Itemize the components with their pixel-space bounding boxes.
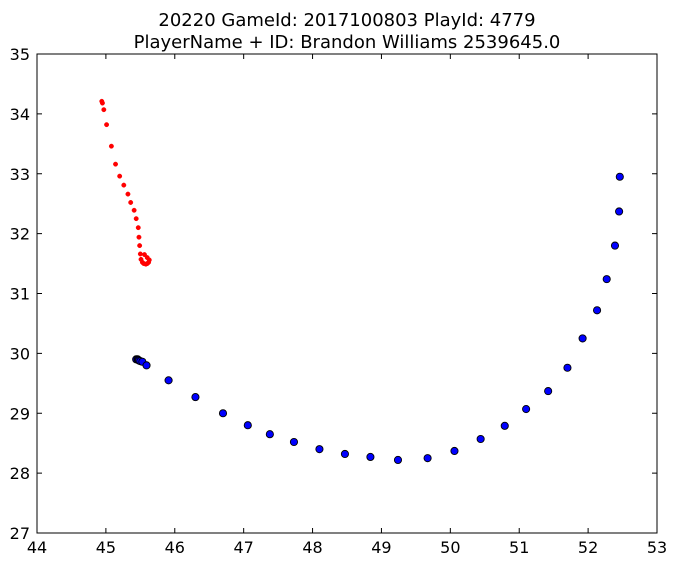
blue-data-point: [563, 363, 572, 372]
blue-data-point: [315, 445, 324, 454]
y-tick-label: 35: [10, 45, 30, 64]
tick-labels: 44 45 46 47 48 49 50 51 52 53 27 28 29 30 31 32 33 34 35: [10, 45, 668, 557]
y-tick-label: 30: [10, 344, 30, 363]
red-data-point: [135, 225, 141, 231]
blue-data-point: [610, 241, 620, 250]
plot-area: [37, 54, 657, 533]
blue-data-point: [602, 275, 611, 284]
red-data-point: [125, 191, 131, 197]
blue-data-point: [340, 449, 349, 459]
x-tick-label: 47: [233, 538, 253, 557]
y-tick-label: 33: [10, 165, 30, 184]
x-tick-label: 44: [27, 538, 47, 557]
red-data-point: [137, 243, 143, 249]
red-data-point: [101, 107, 107, 113]
y-tick-label: 29: [10, 404, 30, 423]
x-tick-label: 50: [440, 538, 460, 557]
blue-data-point: [218, 409, 228, 418]
red-data-point: [142, 252, 147, 258]
y-tick-label: 31: [10, 285, 30, 304]
blue-data-point: [593, 306, 602, 315]
blue-data-point: [366, 452, 375, 462]
blue-data-point: [615, 172, 624, 181]
y-tick-label: 28: [10, 464, 30, 483]
chart-title-line-2: PlayerName + ID: Brandon Williams 253964…: [134, 32, 561, 53]
y-tick-label: 32: [10, 225, 30, 244]
chart-title-line-1: 20220 GameId: 2017100803 PlayId: 4779: [158, 10, 535, 31]
blue-data-point: [578, 334, 587, 343]
red-data-point: [104, 122, 110, 128]
plot-frame: [36, 53, 658, 534]
data-points: [99, 98, 624, 465]
blue-data-point: [522, 405, 531, 414]
red-data-point: [128, 200, 134, 205]
red-data-point: [133, 216, 139, 222]
blue-data-point: [544, 387, 553, 396]
red-data-point: [121, 182, 127, 188]
red-data-point: [117, 173, 123, 179]
y-tick-label: 34: [10, 105, 30, 124]
red-data-point: [136, 234, 142, 240]
x-tick-label: 46: [165, 538, 185, 557]
blue-data-point: [164, 376, 173, 385]
blue-data-point: [476, 434, 485, 444]
x-tick-label: 49: [371, 538, 391, 557]
blue-data-point: [423, 454, 432, 463]
red-data-point: [113, 161, 118, 167]
blue-data-point: [450, 446, 459, 456]
x-tick-label: 45: [96, 538, 116, 557]
blue-data-point: [615, 207, 624, 216]
red-data-point: [108, 143, 114, 149]
blue-data-point: [142, 361, 151, 370]
x-tick-label: 53: [647, 538, 667, 557]
x-tick-label: 51: [509, 538, 529, 557]
x-tick-label: 48: [302, 538, 322, 557]
x-tick-label: 52: [578, 538, 598, 557]
blue-data-point: [265, 430, 274, 439]
red-data-point: [99, 100, 105, 106]
blue-data-point: [500, 421, 509, 430]
blue-data-point: [393, 455, 403, 465]
red-data-point: [137, 251, 143, 257]
blue-data-point: [243, 421, 252, 430]
blue-data-point: [289, 437, 299, 447]
red-data-point: [131, 207, 137, 213]
y-tick-label: 27: [10, 524, 30, 543]
blue-data-point: [191, 393, 200, 402]
red-data-point: [144, 255, 150, 261]
